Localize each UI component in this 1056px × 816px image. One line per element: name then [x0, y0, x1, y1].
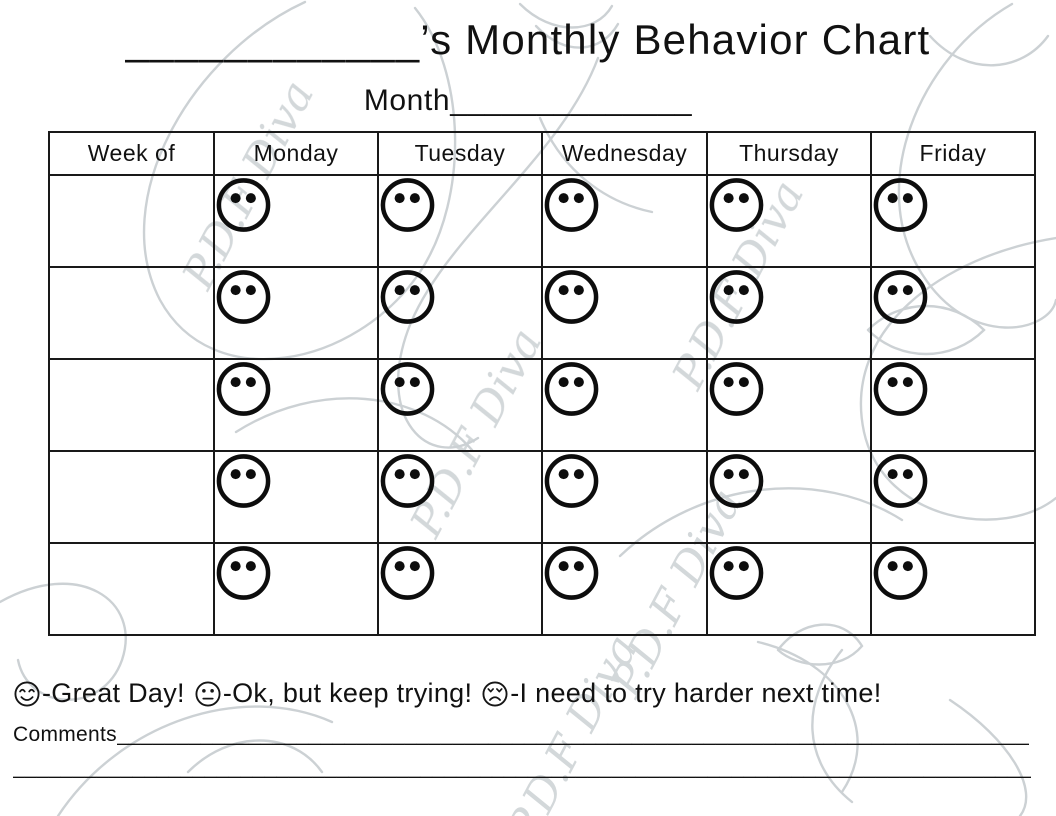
behavior-cell[interactable] [870, 358, 1036, 452]
behavior-cell[interactable] [706, 174, 872, 268]
legend-item-try-harder: -I need to try harder next time! [481, 678, 881, 709]
blank-face-icon [708, 176, 765, 234]
blank-face-icon [215, 360, 272, 418]
comments-line-1: Comments________________________________… [13, 722, 1043, 754]
neutral-face-icon [195, 680, 221, 707]
behavior-cell[interactable] [377, 358, 543, 452]
legend-text-ok: -Ok, but keep trying! [222, 678, 473, 708]
behavior-cell[interactable] [377, 542, 543, 636]
blank-face-icon [708, 544, 765, 602]
behavior-cell[interactable] [377, 266, 543, 360]
comments-blank-2[interactable]: ________________________________________… [13, 756, 1031, 779]
blank-face-icon [872, 176, 929, 234]
behavior-cell[interactable] [377, 174, 543, 268]
blank-face-icon [215, 268, 272, 326]
blank-face-icon [379, 268, 436, 326]
legend-item-ok: -Ok, but keep trying! [194, 678, 472, 709]
header-friday: Friday [870, 131, 1036, 176]
behavior-cell[interactable] [541, 174, 708, 268]
behavior-cell[interactable] [541, 266, 708, 360]
blank-face-icon [379, 360, 436, 418]
header-tuesday: Tuesday [377, 131, 543, 176]
comments-section: Comments________________________________… [13, 722, 1043, 787]
child-name-blank[interactable]: ____________ [125, 16, 421, 63]
blank-face-icon [872, 544, 929, 602]
week-of-cell[interactable] [48, 266, 215, 360]
blank-face-icon [543, 360, 600, 418]
page-title-text: ’s Monthly Behavior Chart [420, 16, 931, 63]
blank-face-icon [379, 452, 436, 510]
week-row [48, 174, 1036, 268]
blank-face-icon [379, 176, 436, 234]
comments-line-2: ________________________________________… [13, 755, 1043, 787]
week-of-cell[interactable] [48, 450, 215, 544]
smiling-face-icon [14, 680, 40, 707]
header-thursday: Thursday [706, 131, 872, 176]
comments-blank-1[interactable]: ________________________________________… [116, 723, 1029, 746]
legend-item-great-day: -Great Day! [13, 678, 185, 709]
header-monday: Monday [213, 131, 379, 176]
header-week-of: Week of [48, 131, 215, 176]
week-row [48, 450, 1036, 544]
behavior-cell[interactable] [541, 358, 708, 452]
blank-face-icon [872, 268, 929, 326]
blank-face-icon [708, 360, 765, 418]
page-title: ____________’s Monthly Behavior Chart [0, 16, 1056, 64]
week-row [48, 266, 1036, 360]
comments-label: Comments [13, 723, 117, 746]
sad-face-icon [482, 680, 508, 707]
behavior-cell[interactable] [377, 450, 543, 544]
header-wednesday: Wednesday [541, 131, 708, 176]
blank-face-icon [708, 268, 765, 326]
month-blank[interactable]: ______________ [450, 84, 693, 117]
week-of-cell[interactable] [48, 174, 215, 268]
week-of-cell[interactable] [48, 542, 215, 636]
behavior-cell[interactable] [213, 542, 379, 636]
behavior-cell[interactable] [213, 358, 379, 452]
behavior-cell[interactable] [706, 450, 872, 544]
behavior-cell[interactable] [870, 174, 1036, 268]
behavior-cell[interactable] [706, 358, 872, 452]
behavior-cell[interactable] [213, 266, 379, 360]
behavior-cell[interactable] [706, 542, 872, 636]
behavior-cell[interactable] [213, 450, 379, 544]
blank-face-icon [543, 544, 600, 602]
week-row [48, 358, 1036, 452]
month-label: Month [363, 84, 451, 117]
blank-face-icon [872, 452, 929, 510]
behavior-cell[interactable] [541, 450, 708, 544]
behavior-cell[interactable] [213, 174, 379, 268]
month-line: Month______________ [0, 84, 1056, 118]
behavior-table: Week of Monday Tuesday Wednesday Thursda… [48, 131, 1036, 636]
blank-face-icon [543, 268, 600, 326]
week-of-cell[interactable] [48, 358, 215, 452]
blank-face-icon [379, 544, 436, 602]
blank-face-icon [708, 452, 765, 510]
blank-face-icon [215, 452, 272, 510]
blank-face-icon [543, 176, 600, 234]
blank-face-icon [543, 452, 600, 510]
behavior-cell[interactable] [870, 542, 1036, 636]
legend-text-try-harder: -I need to try harder next time! [510, 678, 882, 708]
header-row: Week of Monday Tuesday Wednesday Thursda… [48, 131, 1036, 176]
blank-face-icon [215, 176, 272, 234]
legend: -Great Day! -Ok, but keep trying! -I nee… [13, 678, 1047, 709]
blank-face-icon [215, 544, 272, 602]
legend-text-great-day: -Great Day! [42, 678, 185, 708]
behavior-cell[interactable] [870, 450, 1036, 544]
behavior-cell[interactable] [541, 542, 708, 636]
blank-face-icon [872, 360, 929, 418]
week-row [48, 542, 1036, 636]
behavior-cell[interactable] [706, 266, 872, 360]
behavior-cell[interactable] [870, 266, 1036, 360]
